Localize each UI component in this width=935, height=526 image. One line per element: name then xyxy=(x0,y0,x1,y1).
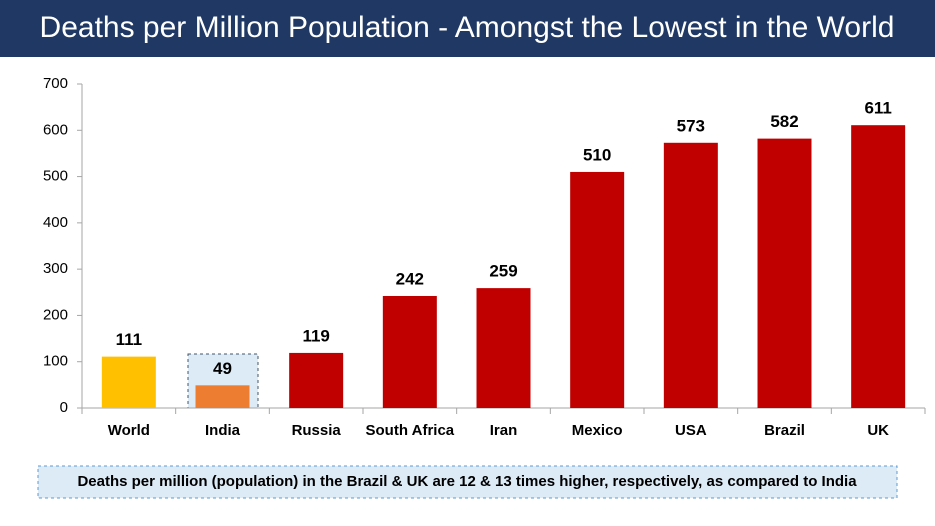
data-label: 119 xyxy=(302,326,329,345)
bar xyxy=(289,352,344,408)
y-tick-label: 700 xyxy=(43,75,68,92)
bar xyxy=(195,385,250,408)
y-tick-label: 400 xyxy=(43,214,68,231)
x-tick-label: Russia xyxy=(292,422,342,439)
bar xyxy=(570,171,625,408)
data-label: 49 xyxy=(213,359,232,378)
bar xyxy=(851,125,906,409)
data-label: 111 xyxy=(116,330,143,349)
y-tick-label: 300 xyxy=(43,260,68,277)
data-label: 573 xyxy=(677,116,705,135)
bar xyxy=(757,138,812,409)
chart-title: Deaths per Million Population - Amongst … xyxy=(40,11,895,44)
y-tick-label: 0 xyxy=(60,399,68,416)
bar xyxy=(101,356,156,408)
data-label: 510 xyxy=(583,145,611,164)
x-tick-label: South Africa xyxy=(366,422,455,439)
y-tick-label: 200 xyxy=(43,306,68,323)
x-tick-label: Brazil xyxy=(764,422,805,439)
data-label: 582 xyxy=(770,112,798,131)
y-tick-label: 100 xyxy=(43,353,68,370)
note: Deaths per million (population) in the B… xyxy=(77,473,857,490)
title-bar xyxy=(0,0,935,57)
data-label: 611 xyxy=(864,99,891,118)
x-tick-label: Iran xyxy=(490,422,518,439)
x-tick-label: World xyxy=(108,422,150,439)
y-tick-label: 600 xyxy=(43,121,68,138)
data-label: 259 xyxy=(489,262,517,281)
bar xyxy=(663,142,718,409)
x-tick-label: India xyxy=(205,422,241,439)
x-tick-label: USA xyxy=(675,422,707,439)
note-box xyxy=(37,465,898,499)
x-tick-label: Mexico xyxy=(572,422,623,439)
data-label: 242 xyxy=(396,269,424,288)
x-tick-label: UK xyxy=(867,422,889,439)
bar xyxy=(382,295,437,408)
y-tick-label: 500 xyxy=(43,168,68,185)
bar xyxy=(476,288,531,408)
